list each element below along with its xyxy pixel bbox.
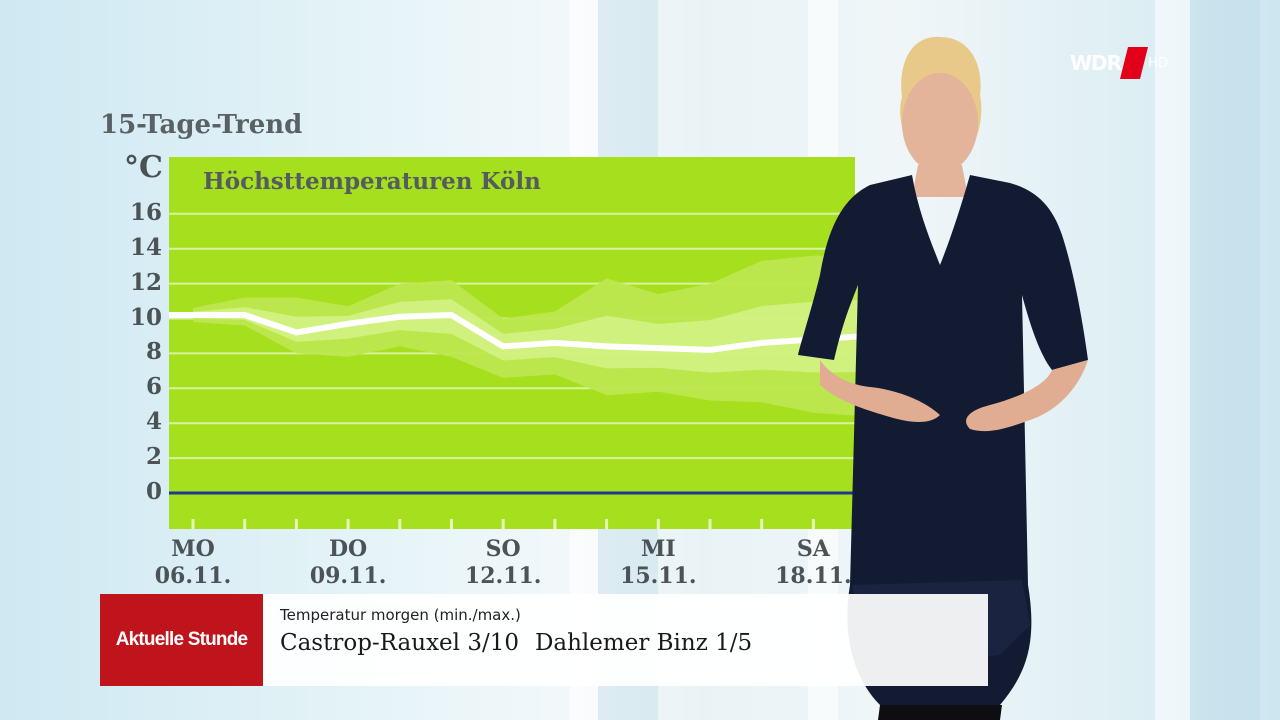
x-axis-label: MI 15.11. bbox=[620, 536, 697, 589]
x-axis-label: MO 06.11. bbox=[154, 536, 232, 589]
x-axis-label: SA 18.11. bbox=[775, 536, 852, 589]
y-axis-unit: °C bbox=[124, 150, 163, 185]
lower-third-item: Dahlemer Binz 1/5 bbox=[534, 630, 753, 656]
y-tick-label: 14 bbox=[129, 233, 162, 261]
channel-logo: WDR HD bbox=[1070, 47, 1168, 79]
lower-third-item: Castrop-Rauxel 3/10 bbox=[280, 630, 519, 656]
show-brand-box: Aktuelle Stunde bbox=[100, 594, 263, 686]
background-stripe bbox=[1155, 0, 1190, 720]
logo-text: WDR bbox=[1070, 51, 1122, 75]
x-axis-label: DO 09.11. bbox=[309, 536, 387, 589]
x-axis-label: SO 12.11. bbox=[464, 536, 542, 589]
y-tick-label: 16 bbox=[129, 198, 162, 226]
lower-third-values: Castrop-Rauxel 3/10 Dahlemer Binz 1/5 bbox=[280, 630, 752, 656]
y-tick-label: 0 bbox=[145, 478, 162, 505]
show-name: Aktuelle Stunde bbox=[115, 629, 248, 650]
trend-title: 15-Tage-Trend bbox=[100, 110, 303, 140]
y-tick-label: 4 bbox=[145, 408, 162, 436]
y-tick-label: 8 bbox=[145, 338, 162, 366]
logo-mark bbox=[1120, 47, 1149, 79]
y-tick-label: 2 bbox=[145, 443, 162, 471]
lower-third-subtitle: Temperatur morgen (min./max.) bbox=[280, 606, 521, 624]
background-stripe bbox=[1190, 0, 1260, 720]
logo-hd-badge: HD bbox=[1148, 55, 1168, 71]
lower-third-panel: Temperatur morgen (min./max.) Castrop-Ra… bbox=[263, 594, 988, 686]
uncertainty-band-inner bbox=[193, 299, 866, 373]
y-tick-label: 6 bbox=[145, 373, 162, 401]
y-tick-label: 10 bbox=[129, 303, 162, 331]
y-tick-label: 12 bbox=[129, 268, 162, 296]
median-temperature-line bbox=[169, 312, 866, 353]
chart-title: Höchsttemperaturen Köln bbox=[203, 168, 541, 195]
